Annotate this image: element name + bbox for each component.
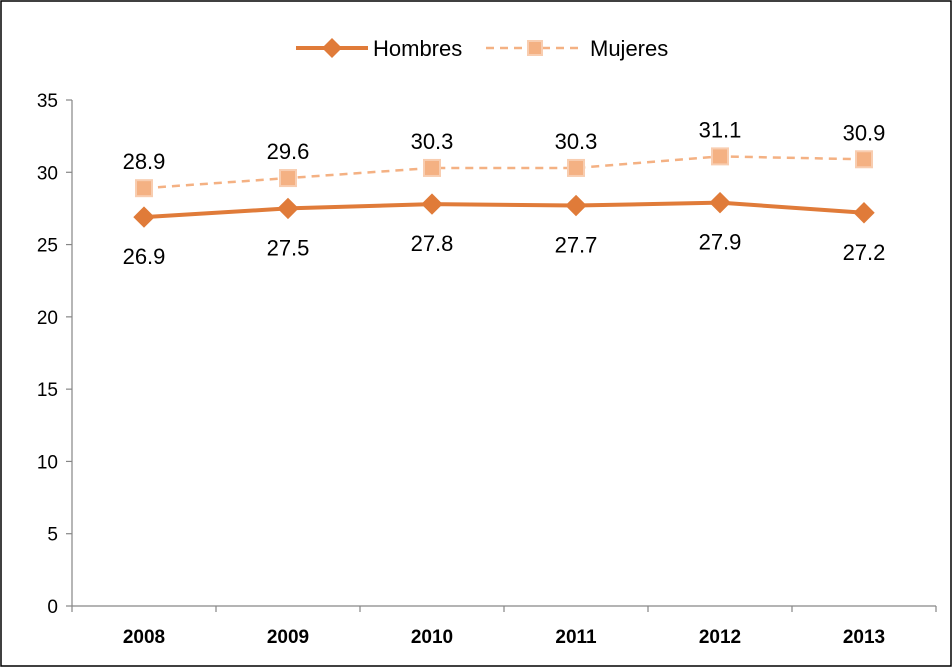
data-point-mujeres: [423, 158, 441, 177]
data-label-mujeres: 29.6: [267, 139, 310, 164]
data-label-hombres: 27.5: [267, 235, 310, 260]
data-label-mujeres: 28.9: [123, 149, 166, 174]
data-label-hombres: 26.9: [123, 244, 166, 269]
y-tick-label: 5: [47, 525, 58, 546]
data-point-hombres: [565, 194, 587, 217]
y-tick-label: 15: [37, 380, 58, 401]
data-point-mujeres: [855, 150, 873, 169]
series-layer: 26.9 27.5 27.8 27.7 27.9 27.2 28.9 29.6 30.3 30.3…: [123, 117, 886, 269]
data-point-mujeres: [279, 169, 297, 188]
data-point-hombres: [709, 191, 731, 214]
legend-label-mujeres: Mujeres: [590, 36, 668, 61]
data-point-mujeres: [135, 179, 153, 198]
data-label-mujeres: 31.1: [699, 117, 742, 142]
x-tick-label: 2008: [123, 627, 165, 648]
y-tick-label: 30: [37, 163, 58, 184]
series-hombres: 26.9 27.5 27.8 27.7 27.9 27.2: [123, 191, 886, 269]
y-tick-label: 25: [37, 236, 58, 257]
data-label-mujeres: 30.9: [843, 120, 886, 145]
series-line-hombres: [143, 200, 865, 220]
data-label-mujeres: 30.3: [555, 129, 598, 154]
data-label-hombres: 27.8: [411, 231, 454, 256]
legend: Hombres Mujeres: [296, 36, 668, 61]
x-tick-label: 2009: [267, 627, 309, 648]
y-tick-label: 10: [37, 452, 58, 473]
legend-label-hombres: Hombres: [373, 36, 462, 61]
data-label-mujeres: 30.3: [411, 129, 454, 154]
data-label-hombres: 27.9: [699, 230, 742, 255]
series-mujeres: 28.9 29.6 30.3 30.3 31.1 30.9: [123, 117, 886, 198]
data-point-mujeres: [567, 158, 585, 177]
data-point-mujeres: [711, 147, 729, 166]
y-tick-label: 20: [37, 308, 58, 329]
x-tick-label: 2010: [411, 627, 453, 648]
y-tick-label: 35: [37, 91, 58, 112]
legend-item-hombres: Hombres: [296, 36, 462, 61]
x-tick-label: 2011: [555, 627, 597, 648]
data-point-hombres: [421, 193, 443, 215]
data-label-hombres: 27.7: [555, 233, 598, 258]
legend-item-mujeres: Mujeres: [486, 36, 668, 61]
data-point-hombres: [853, 202, 875, 224]
axes: 0 5 10 15 20 25 30 35 2008 2009 2010 2011 2012 2013: [37, 91, 937, 648]
legend-marker-mujeres: [527, 40, 543, 56]
data-point-hombres: [277, 197, 299, 220]
legend-marker-hombres: [322, 38, 342, 58]
data-point-hombres: [133, 206, 155, 228]
x-tick-label: 2013: [843, 627, 885, 648]
y-tick-label: 0: [47, 597, 58, 618]
data-label-hombres: 27.2: [843, 240, 886, 265]
x-tick-label: 2012: [699, 627, 741, 648]
